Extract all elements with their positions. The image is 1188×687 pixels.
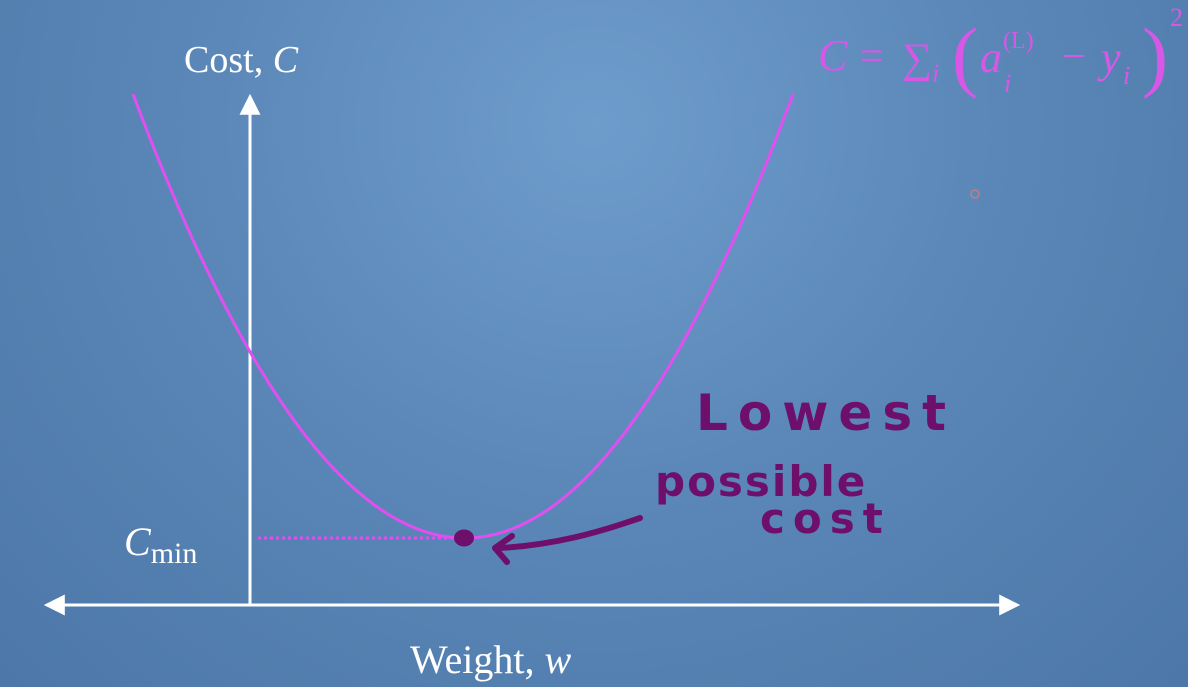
cost-formula: C = ∑ i ( a (L) i − y i ) 2 <box>818 3 1183 99</box>
svg-text:∑: ∑ <box>902 36 932 82</box>
svg-text:i: i <box>1004 69 1011 98</box>
svg-text:C: C <box>818 31 848 80</box>
svg-text:i: i <box>932 59 939 88</box>
svg-text:−: − <box>1062 34 1086 80</box>
svg-text:2: 2 <box>1170 3 1183 32</box>
minimum-point-dot <box>454 529 474 547</box>
svg-text:a: a <box>980 33 1002 82</box>
svg-text:i: i <box>1123 61 1130 90</box>
x-axis-label: Weight, w <box>410 637 572 682</box>
svg-text:(: ( <box>952 12 978 99</box>
svg-text:y: y <box>1097 33 1121 82</box>
annotation-lowest: Lowest <box>696 384 956 442</box>
svg-text:(L): (L) <box>1003 28 1034 54</box>
svg-text:=: = <box>860 34 884 80</box>
y-axis-label: Cost, C <box>184 39 299 81</box>
pointer-arrow-icon <box>492 515 643 565</box>
annotation-possible: possible <box>655 457 867 506</box>
cmin-label: Cmin <box>124 519 197 570</box>
annotation-cost: cost <box>760 494 891 543</box>
cursor-indicator <box>970 189 980 199</box>
svg-text:): ) <box>1142 12 1168 99</box>
